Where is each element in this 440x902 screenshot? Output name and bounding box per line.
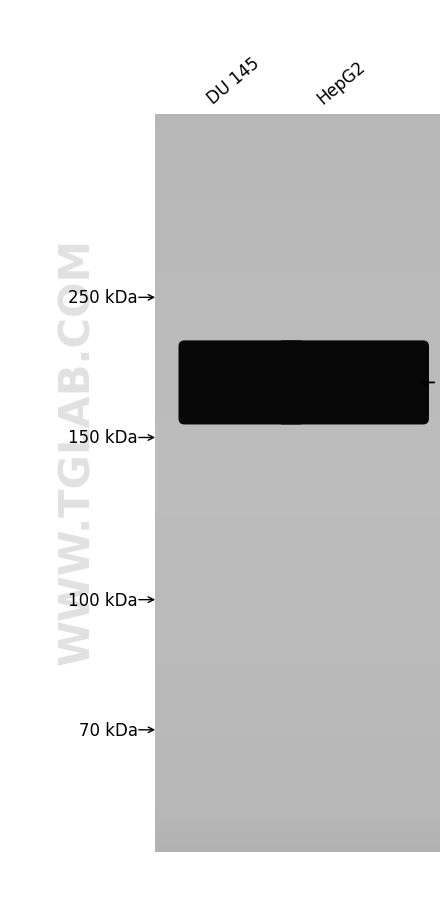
Text: HepG2: HepG2 xyxy=(313,58,369,108)
Text: DU 145: DU 145 xyxy=(204,54,263,108)
FancyBboxPatch shape xyxy=(277,341,429,425)
Text: 250 kDa: 250 kDa xyxy=(68,289,138,307)
Text: 150 kDa: 150 kDa xyxy=(68,429,138,447)
Text: WWW.TGLAB.COM: WWW.TGLAB.COM xyxy=(56,238,98,664)
Text: 70 kDa: 70 kDa xyxy=(79,721,138,739)
Text: 100 kDa: 100 kDa xyxy=(68,591,138,609)
FancyBboxPatch shape xyxy=(179,341,305,425)
